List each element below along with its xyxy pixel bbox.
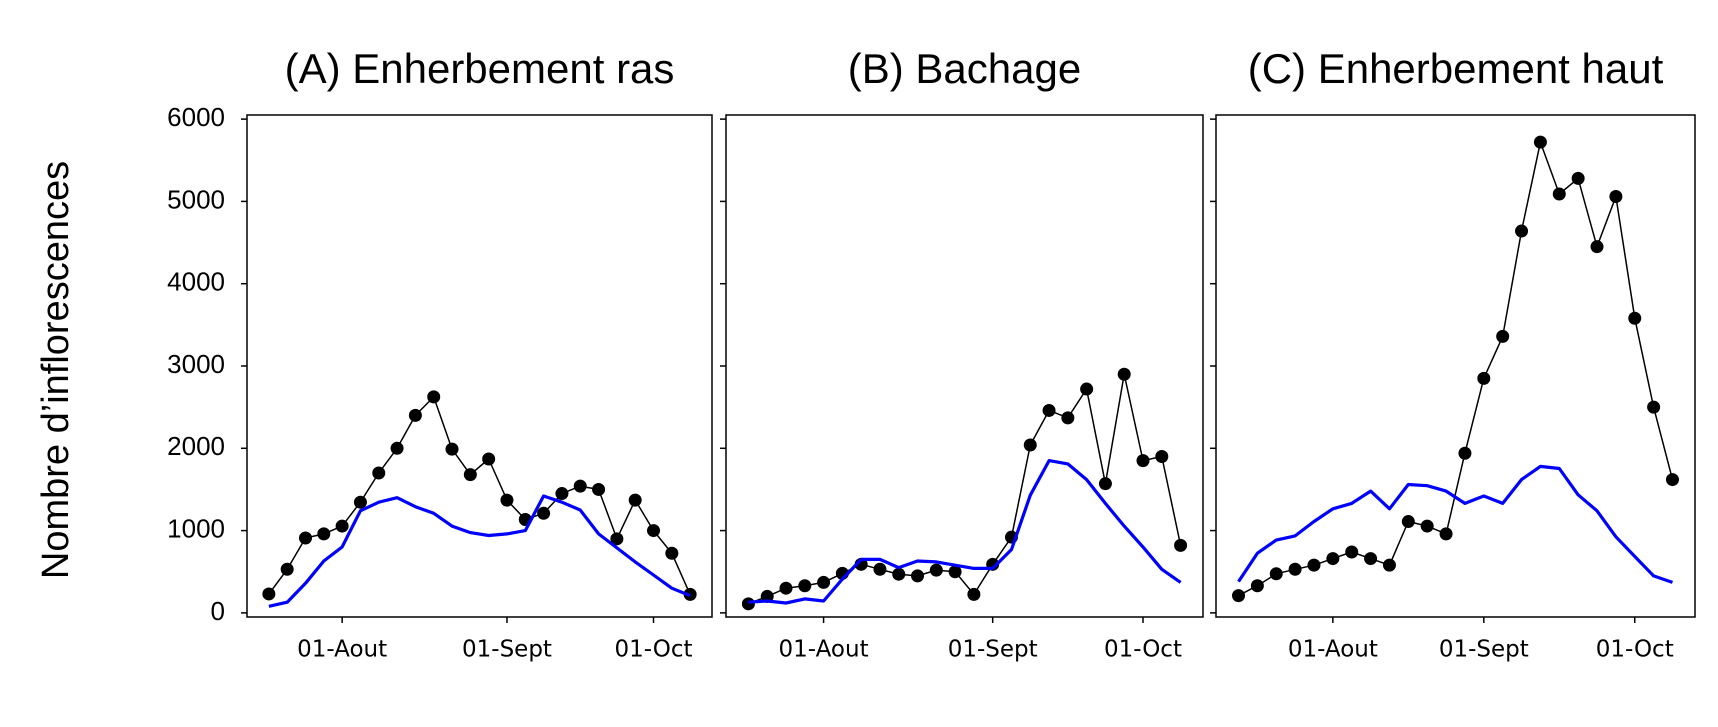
panel-title: (B) Bachage [848,45,1081,92]
data-point [1609,189,1623,203]
y-tick-label: 6000 [167,102,225,132]
series-line [748,373,1182,605]
data-point [1288,562,1302,576]
data-point [390,441,404,455]
data-point [427,390,441,404]
plot-frame [246,114,713,618]
data-point [929,563,943,577]
plot-frame [725,114,1204,618]
data-point [1364,552,1378,566]
data-point [1628,311,1642,325]
data-point [1590,240,1604,254]
data-point [1571,171,1585,185]
data-point [555,487,569,501]
data-point [1326,552,1340,566]
data-point [280,562,294,576]
data-point [741,597,755,611]
data-point [317,527,331,541]
y-tick-label: 4000 [167,267,225,297]
data-point [1080,382,1094,396]
y-axis-label: Nombre d’inflorescences [35,161,77,579]
data-point [1420,519,1434,533]
data-point [1552,187,1566,201]
data-point [1665,473,1679,487]
data-point [1496,329,1510,343]
data-point [335,519,349,533]
data-point [1515,224,1529,238]
data-point [573,479,587,493]
data-point [967,587,981,601]
panel-title: (A) Enherbement ras [285,45,675,92]
data-point [1250,579,1264,593]
data-point [873,562,887,576]
panel-title: (C) Enherbement haut [1248,45,1664,92]
data-point [1458,446,1472,460]
data-point [482,452,496,466]
data-point [537,506,551,520]
x-tick-label: 01-Sept [1439,637,1529,663]
data-point [1477,371,1491,385]
data-point [1117,367,1131,381]
data-point [1647,400,1661,414]
data-point [408,408,422,422]
data-point [948,565,962,579]
y-tick-label: 2000 [167,431,225,461]
x-tick-label: 01-Aout [779,637,869,663]
data-point [500,493,514,507]
x-tick-label: 01-Aout [1288,637,1378,663]
data-point [1155,450,1169,464]
data-point [1533,135,1547,149]
data-point [592,482,606,496]
data-point [1401,515,1415,529]
data-point [1345,545,1359,559]
data-point [1269,567,1283,581]
data-point [1307,558,1321,572]
data-point [353,495,367,509]
data-point [610,532,624,546]
series-line [1237,464,1674,584]
data-point [1232,589,1246,603]
data-point [1061,411,1075,425]
y-tick-label: 3000 [167,349,225,379]
data-point [262,587,276,601]
data-point [911,569,925,583]
data-point [892,567,906,581]
x-tick-label: 01-Oct [1596,637,1674,663]
x-tick-label: 01-Sept [948,637,1038,663]
data-point [779,581,793,595]
data-point [1439,527,1453,541]
y-tick-label: 1000 [167,513,225,543]
data-point [1382,558,1396,572]
data-point [817,575,831,589]
y-tick-label: 5000 [167,184,225,214]
data-point [665,546,679,560]
data-point [1098,477,1112,491]
x-tick-label: 01-Oct [1104,637,1182,663]
data-point [1023,438,1037,452]
data-point [298,531,312,545]
series-line [268,494,691,608]
data-point [628,493,642,507]
x-tick-label: 01-Sept [462,637,552,663]
plot-frame [1215,114,1696,618]
data-point [1042,403,1056,417]
data-point [463,468,477,482]
data-point [445,442,459,456]
x-tick-label: 01-Aout [297,637,387,663]
data-point [1136,454,1150,468]
data-point [1174,538,1188,552]
y-tick-label: 0 [211,596,225,626]
data-point [798,579,812,593]
series-line [268,396,691,595]
data-point [647,524,661,538]
x-tick-label: 01-Oct [615,637,693,663]
data-point [372,466,386,480]
series-line [748,459,1182,605]
